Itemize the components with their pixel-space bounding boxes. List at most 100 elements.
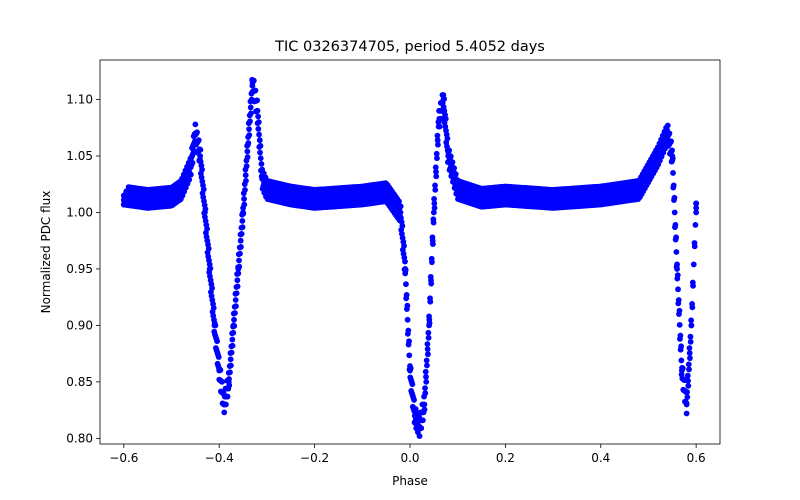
data-point	[684, 394, 691, 401]
data-point	[451, 165, 458, 172]
data-point	[221, 409, 228, 416]
data-point	[422, 385, 428, 391]
data-point	[445, 153, 452, 159]
x-tick-label: −0.6	[109, 451, 138, 465]
data-point	[211, 322, 218, 329]
data-point	[676, 321, 683, 328]
data-point	[669, 153, 676, 159]
data-point	[229, 336, 236, 343]
data-point	[241, 196, 247, 202]
data-point	[671, 209, 678, 216]
data-point	[436, 107, 442, 114]
data-point	[242, 166, 249, 173]
data-point	[435, 123, 442, 130]
x-tick-label: 0.2	[496, 451, 515, 465]
data-point	[231, 316, 237, 323]
data-point	[228, 343, 235, 350]
data-point	[686, 366, 692, 373]
data-point	[256, 131, 262, 138]
data-point	[402, 266, 409, 272]
data-point	[243, 157, 250, 164]
data-point	[241, 181, 248, 188]
data-point	[423, 357, 430, 364]
data-point	[688, 317, 695, 324]
data-point	[399, 223, 406, 229]
data-point	[434, 155, 440, 162]
data-point	[402, 258, 408, 265]
data-point	[671, 194, 678, 201]
data-point	[204, 225, 210, 232]
x-tick-label: 0.4	[591, 451, 610, 465]
data-point	[434, 132, 441, 139]
data-point	[403, 292, 410, 298]
x-axis-label: Phase	[392, 474, 428, 488]
data-point	[689, 279, 696, 286]
y-tick-label: 0.95	[66, 262, 93, 276]
data-point	[421, 393, 427, 400]
data-point	[239, 218, 246, 224]
data-point	[454, 186, 461, 193]
data-point	[678, 367, 685, 374]
data-point	[444, 135, 451, 142]
data-point	[435, 119, 442, 126]
data-point	[219, 378, 225, 385]
data-point	[236, 244, 243, 251]
data-point	[673, 249, 680, 255]
data-point	[287, 192, 294, 199]
data-point	[427, 273, 434, 280]
chart-title: TIC 0326374705, period 5.4052 days	[274, 39, 545, 55]
data-point	[225, 369, 232, 376]
data-point	[669, 147, 675, 154]
data-point	[636, 186, 642, 193]
data-point	[187, 164, 194, 171]
data-point	[245, 120, 252, 127]
data-point	[422, 368, 429, 375]
data-point	[406, 352, 413, 359]
data-point	[675, 297, 682, 303]
data-point	[229, 330, 236, 337]
data-point	[686, 345, 693, 351]
data-point	[210, 305, 217, 311]
data-point	[255, 125, 262, 132]
data-point	[440, 96, 447, 103]
data-point	[359, 192, 366, 199]
data-point	[245, 134, 251, 140]
data-point	[227, 356, 234, 363]
data-point	[683, 410, 690, 417]
data-point	[428, 255, 435, 262]
data-point	[690, 261, 697, 268]
data-point	[403, 281, 409, 288]
data-point	[246, 112, 253, 119]
data-point	[678, 343, 685, 350]
data-point	[230, 310, 237, 317]
data-point	[242, 172, 249, 179]
data-point	[677, 332, 684, 339]
data-point	[409, 381, 416, 388]
data-point	[425, 334, 432, 341]
data-point	[144, 196, 151, 202]
data-point	[664, 130, 671, 137]
data-point	[247, 98, 254, 105]
data-point	[686, 350, 693, 356]
data-point	[199, 166, 205, 173]
data-point	[430, 216, 437, 223]
data-point	[232, 290, 239, 297]
data-point	[311, 196, 318, 202]
data-point	[235, 266, 242, 272]
data-point	[232, 297, 239, 303]
y-ticks: 0.80 0.85 0.90 0.95 1.00 1.05 1.10	[66, 93, 100, 446]
data-point	[424, 346, 431, 353]
data-point	[244, 141, 251, 148]
data-point	[235, 251, 242, 258]
data-point	[411, 397, 417, 403]
data-point	[693, 205, 700, 211]
data-point	[240, 209, 246, 216]
x-ticks: −0.6 −0.4 −0.2 0.0 0.2 0.4 0.6	[109, 444, 706, 465]
data-point	[187, 155, 194, 162]
y-tick-label: 0.90	[66, 319, 93, 333]
data-point	[426, 322, 432, 329]
data-point	[401, 242, 407, 249]
data-point	[244, 148, 251, 155]
data-point	[397, 209, 404, 216]
